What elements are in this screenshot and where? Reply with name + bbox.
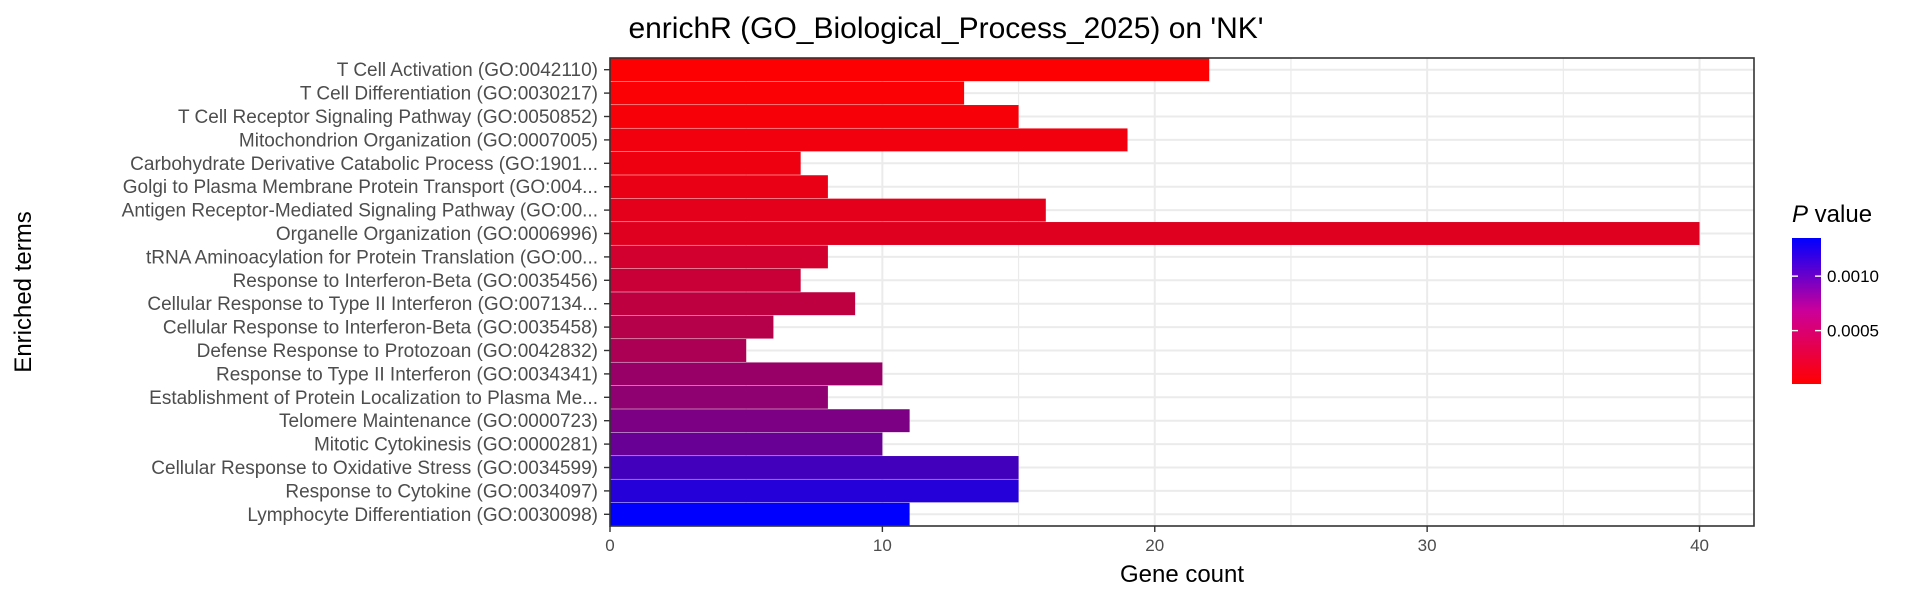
bar xyxy=(610,479,1019,503)
bar xyxy=(610,409,910,433)
bars-layer xyxy=(610,58,1700,526)
legend: P value 0.0005 0.0010 xyxy=(1792,201,1879,384)
bar xyxy=(610,432,883,456)
bar xyxy=(610,362,883,386)
grid-layer xyxy=(609,58,1754,526)
x-tick-label: 10 xyxy=(873,536,892,555)
category-label: Establishment of Protein Localization to… xyxy=(149,388,598,409)
bar xyxy=(610,128,1128,152)
category-label: Telomere Maintenance (GO:0000723) xyxy=(279,411,598,432)
y-axis-labels: T Cell Activation (GO:0042110) T Cell Dif… xyxy=(122,60,610,526)
plot-panel-border xyxy=(609,57,1755,527)
bar xyxy=(610,222,1700,245)
bar xyxy=(610,151,801,175)
x-tick-label: 20 xyxy=(1145,536,1164,555)
category-label: Golgi to Plasma Membrane Protein Transpo… xyxy=(123,177,598,198)
category-label: Cellular Response to Oxidative Stress (G… xyxy=(151,458,598,479)
category-label: Response to Interferon-Beta (GO:0035456) xyxy=(233,271,598,292)
category-label: Cellular Response to Interferon-Beta (GO… xyxy=(163,318,598,339)
category-label: Cellular Response to Type II Interferon … xyxy=(147,294,598,315)
legend-ticks: 0.0005 0.0010 xyxy=(1792,267,1879,341)
x-tick-label: 30 xyxy=(1418,536,1437,555)
bar xyxy=(610,175,828,199)
legend-title-italic: P xyxy=(1792,201,1808,228)
legend-title-rest: value xyxy=(1808,201,1872,228)
bar xyxy=(610,268,801,292)
category-label: Organelle Organization (GO:0006996) xyxy=(276,224,598,245)
category-label: T Cell Receptor Signaling Pathway (GO:00… xyxy=(178,107,598,128)
category-label: Response to Cytokine (GO:0034097) xyxy=(285,481,598,502)
bar xyxy=(610,292,856,316)
category-label: T Cell Activation (GO:0042110) xyxy=(337,60,598,81)
bar xyxy=(610,456,1019,479)
y-axis-title: Enriched terms xyxy=(10,211,37,372)
bar xyxy=(610,245,828,269)
x-axis-ticks: 0 10 20 30 40 xyxy=(605,526,1709,555)
x-axis-title: Gene count xyxy=(1120,561,1244,588)
bar xyxy=(610,58,1210,82)
bar xyxy=(610,198,1046,222)
bar xyxy=(610,315,774,339)
legend-colorbar xyxy=(1792,238,1821,384)
bar xyxy=(610,339,747,362)
category-label: Response to Type II Interferon (GO:00343… xyxy=(216,364,598,385)
chart-title: enrichR (GO_Biological_Process_2025) on … xyxy=(628,12,1263,45)
bar xyxy=(610,502,910,526)
category-label: Carbohydrate Derivative Catabolic Proces… xyxy=(130,154,598,175)
legend-title: P value xyxy=(1792,201,1872,228)
bar xyxy=(610,385,828,409)
legend-tick-label: 0.0005 xyxy=(1827,322,1879,341)
category-label: Lymphocyte Differentiation (GO:0030098) xyxy=(247,505,598,526)
bar xyxy=(610,105,1019,128)
category-label: T Cell Differentiation (GO:0030217) xyxy=(300,84,598,105)
x-tick-label: 40 xyxy=(1690,536,1709,555)
category-label: Defense Response to Protozoan (GO:004283… xyxy=(197,341,598,362)
category-label: Mitochondrion Organization (GO:0007005) xyxy=(239,130,598,151)
legend-tick-label: 0.0010 xyxy=(1827,267,1879,286)
bar xyxy=(610,81,965,105)
category-label: Mitotic Cytokinesis (GO:0000281) xyxy=(314,435,598,456)
x-tick-label: 0 xyxy=(605,536,614,555)
category-label: Antigen Receptor-Mediated Signaling Path… xyxy=(122,201,598,222)
category-label: tRNA Aminoacylation for Protein Translat… xyxy=(146,247,598,268)
